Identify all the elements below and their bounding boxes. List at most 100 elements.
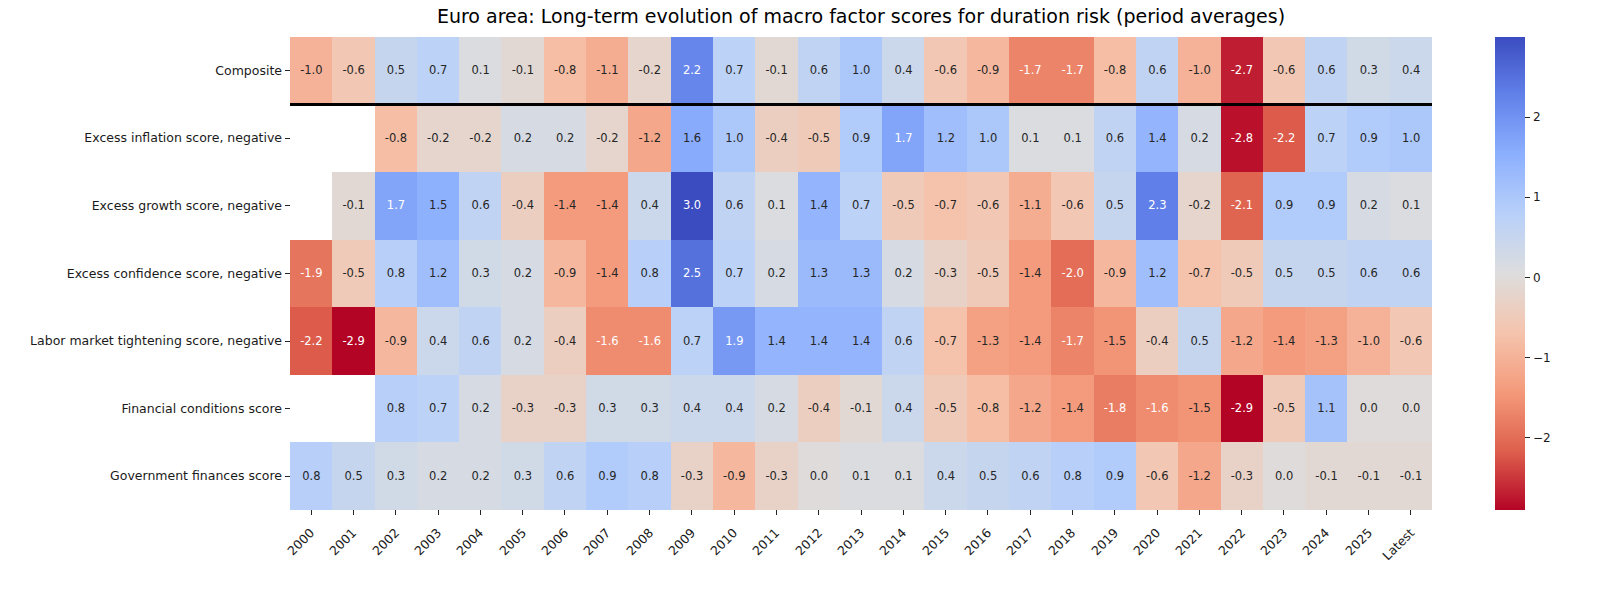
heatmap-cell: 1.0 — [713, 105, 756, 173]
heatmap-cell: -0.2 — [628, 37, 671, 105]
heatmap-cell: 1.0 — [1390, 105, 1433, 173]
x-tick-mark — [649, 510, 650, 515]
heatmap-cell: -0.6 — [967, 172, 1010, 240]
heatmap-cell: -1.6 — [628, 307, 671, 375]
heatmap-cell: 1.4 — [798, 307, 841, 375]
heatmap-cell: 1.4 — [755, 307, 798, 375]
heatmap-cell: -1.4 — [1009, 240, 1052, 308]
heatmap-cell: 0.7 — [1305, 105, 1348, 173]
heatmap-cell: 1.0 — [840, 37, 883, 105]
x-tick-mark — [1157, 510, 1158, 515]
heatmap-cell: 0.7 — [417, 37, 460, 105]
heatmap-cell: 0.4 — [713, 375, 756, 443]
heatmap-cell: -1.2 — [1178, 442, 1221, 510]
x-tick-mark — [607, 510, 608, 515]
heatmap-cell: 0.8 — [290, 442, 333, 510]
heatmap-cell: -0.1 — [755, 37, 798, 105]
heatmap-cell: -2.7 — [1221, 37, 1264, 105]
heatmap-cell: -1.7 — [1009, 37, 1052, 105]
heatmap-cell: 2.3 — [1136, 172, 1179, 240]
heatmap-cell: 0.7 — [671, 307, 714, 375]
heatmap-cell: -1.1 — [1009, 172, 1052, 240]
heatmap-cell: 0.2 — [755, 375, 798, 443]
heatmap-cell: -0.1 — [840, 375, 883, 443]
heatmap-cell: -0.2 — [459, 105, 502, 173]
heatmap-cell: -0.4 — [544, 307, 587, 375]
heatmap-cell: -1.2 — [628, 105, 671, 173]
heatmap-cell: 0.3 — [628, 375, 671, 443]
heatmap-cell: -0.2 — [586, 105, 629, 173]
heatmap-cell: -0.1 — [1390, 442, 1433, 510]
heatmap-cell: 0.6 — [713, 172, 756, 240]
heatmap-cell: 0.5 — [1178, 307, 1221, 375]
heatmap-cell: -0.8 — [544, 37, 587, 105]
heatmap-cell: 0.2 — [501, 240, 544, 308]
y-tick-mark — [285, 273, 290, 274]
heatmap-cell: 1.4 — [840, 307, 883, 375]
heatmap-cell: -1.4 — [586, 172, 629, 240]
heatmap-cell: 0.5 — [967, 442, 1010, 510]
heatmap-cell: -0.3 — [1221, 442, 1264, 510]
heatmap-cell: 0.1 — [1051, 105, 1094, 173]
heatmap-cell: 1.0 — [967, 105, 1010, 173]
x-tick-mark — [564, 510, 565, 515]
heatmap-cell: -2.0 — [1051, 240, 1094, 308]
heatmap-cell: 0.8 — [1051, 442, 1094, 510]
heatmap-cell: -1.4 — [586, 240, 629, 308]
heatmap-cell: -1.0 — [290, 37, 333, 105]
heatmap-cell: 0.7 — [713, 37, 756, 105]
x-tick-mark — [522, 510, 523, 515]
heatmap-cell: -0.7 — [1178, 240, 1221, 308]
x-tick-mark — [1410, 510, 1411, 515]
heatmap-cell: -1.7 — [1051, 307, 1094, 375]
x-tick-mark — [691, 510, 692, 515]
heatmap-cell: 0.1 — [840, 442, 883, 510]
heatmap-cell: 0.4 — [671, 375, 714, 443]
heatmap-cell: 1.9 — [713, 307, 756, 375]
heatmap-cell: -0.6 — [1390, 307, 1433, 375]
heatmap-cell: 2.5 — [671, 240, 714, 308]
colorbar-tick-mark — [1525, 197, 1530, 198]
heatmap-cell: 0.9 — [586, 442, 629, 510]
row-label: Financial conditions score — [0, 401, 282, 416]
heatmap-cell: 0.5 — [1094, 172, 1137, 240]
heatmap-cell: 0.9 — [840, 105, 883, 173]
heatmap-cell: 1.4 — [1136, 105, 1179, 173]
x-tick-mark — [1072, 510, 1073, 515]
heatmap-cell: -0.4 — [1136, 307, 1179, 375]
heatmap-cell: 1.5 — [417, 172, 460, 240]
heatmap-cell: -1.6 — [1136, 375, 1179, 443]
heatmap-cell: 1.1 — [1305, 375, 1348, 443]
x-tick-mark — [818, 510, 819, 515]
heatmap-cell: 0.7 — [417, 375, 460, 443]
x-tick-mark — [1030, 510, 1031, 515]
heatmap-cell: -1.2 — [1221, 307, 1264, 375]
heatmap-cell: -1.2 — [1009, 375, 1052, 443]
heatmap-cell: 0.6 — [459, 307, 502, 375]
y-tick-mark — [285, 138, 290, 139]
x-tick-mark — [776, 510, 777, 515]
heatmap-cell: 0.6 — [882, 307, 925, 375]
heatmap-cell: 0.6 — [1347, 240, 1390, 308]
heatmap-cell: -1.9 — [290, 240, 333, 308]
colorbar-tick-label: −1 — [1533, 351, 1551, 365]
heatmap-cell: -0.5 — [332, 240, 375, 308]
heatmap-cell: 1.7 — [882, 105, 925, 173]
x-tick-mark — [1199, 510, 1200, 515]
heatmap-cell: -0.2 — [1178, 172, 1221, 240]
heatmap-cell: 1.2 — [417, 240, 460, 308]
colorbar-tick-mark — [1525, 357, 1530, 358]
heatmap-cell: -1.4 — [1263, 307, 1306, 375]
heatmap-cell: -0.1 — [501, 37, 544, 105]
heatmap-cell: 0.2 — [544, 105, 587, 173]
heatmap-cell: 0.2 — [417, 442, 460, 510]
heatmap-cell: -0.4 — [755, 105, 798, 173]
heatmap-cell: 1.3 — [798, 240, 841, 308]
heatmap-cell: -0.3 — [924, 240, 967, 308]
heatmap-cell: -1.4 — [544, 172, 587, 240]
row-label: Excess confidence score, negative — [0, 266, 282, 281]
heatmap-cell: 0.8 — [375, 375, 418, 443]
heatmap-cell: -0.5 — [1221, 240, 1264, 308]
heatmap-cell: -0.8 — [375, 105, 418, 173]
heatmap-cell: 1.3 — [840, 240, 883, 308]
